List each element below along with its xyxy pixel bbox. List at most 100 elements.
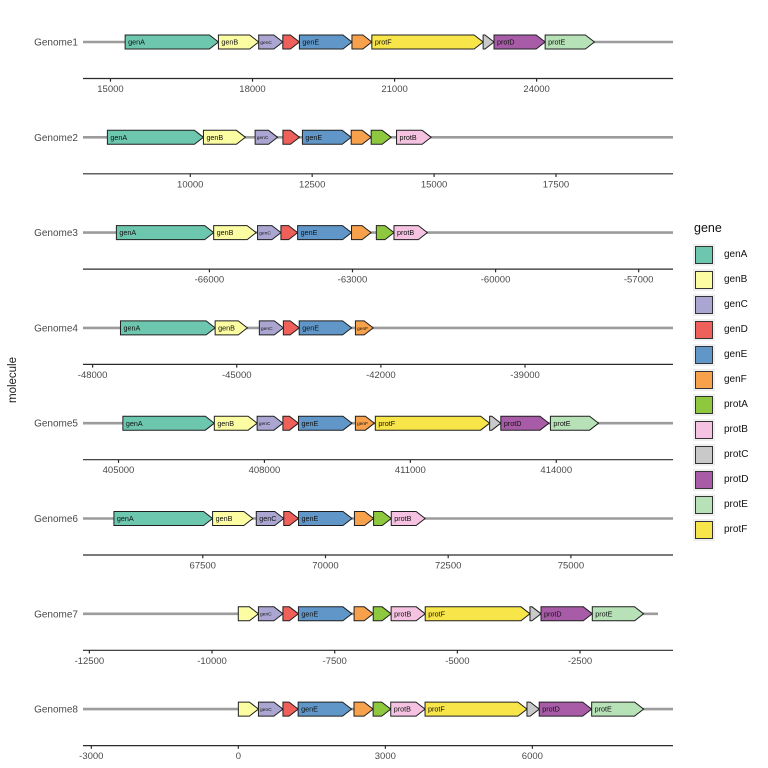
gene-arrow-genE bbox=[298, 34, 353, 50]
legend-entry-genA: genA bbox=[693, 242, 748, 267]
gene-arrow-protD bbox=[500, 415, 550, 431]
legend-label: genD bbox=[724, 324, 748, 335]
gene-label-genC: genC bbox=[259, 514, 276, 523]
gene-arrow-genC bbox=[255, 511, 285, 526]
facet-genome2: Genome2 genA genB genC genE protB 10000 12500 15… bbox=[34, 129, 673, 190]
legend-label: genF bbox=[724, 374, 747, 385]
legend-key bbox=[693, 243, 715, 266]
gene-label-protF: protF bbox=[428, 705, 445, 714]
gene-label-protE: protE bbox=[553, 419, 570, 428]
gene-arrow-genF bbox=[353, 606, 375, 622]
genome-label: Genome2 bbox=[34, 133, 78, 144]
legend-key bbox=[693, 343, 715, 366]
axis-tick-label: -10000 bbox=[197, 656, 227, 667]
legend-key bbox=[693, 468, 715, 491]
axis-tick-label: 24000 bbox=[523, 84, 549, 95]
axis-tick-label: 72500 bbox=[435, 561, 461, 572]
axis-tick-label: 6000 bbox=[522, 751, 543, 762]
gene-label-genE: genE bbox=[301, 228, 318, 237]
legend-swatch-protC bbox=[695, 445, 713, 464]
legend-swatch-protD bbox=[695, 470, 713, 489]
gene-label-protB: protB bbox=[397, 228, 414, 237]
gene-arrow-genA bbox=[106, 129, 205, 145]
gene-arrow-genD bbox=[282, 320, 301, 336]
gene-arrow-genA bbox=[113, 511, 214, 526]
genome-label: Genome6 bbox=[34, 514, 78, 525]
gene-label-protE: protE bbox=[595, 609, 612, 618]
axis-tick-label: 3000 bbox=[375, 751, 396, 762]
legend-key bbox=[693, 393, 715, 416]
gene-label-protD: protD bbox=[544, 609, 562, 618]
facet-genome3: Genome3 genA genB genC genE protB -66000 -63000… bbox=[34, 225, 673, 286]
gene-label-genA: genA bbox=[128, 38, 145, 47]
facet-genome1: Genome1 genA genB genC genE protF protD protE 15… bbox=[34, 34, 673, 95]
gene-arrow-protB bbox=[390, 606, 427, 622]
legend-entry-genB: genB bbox=[693, 267, 748, 292]
gene-arrow-genC bbox=[258, 34, 284, 50]
gene-label-genE: genE bbox=[305, 133, 322, 142]
gene-arrow-genC bbox=[258, 320, 285, 336]
legend-swatch-protF bbox=[695, 520, 713, 539]
legend-label: genB bbox=[724, 274, 748, 285]
gene-label-genE: genE bbox=[301, 705, 318, 714]
gene-arrow-protD bbox=[540, 606, 594, 622]
gene-arrow-genE bbox=[297, 606, 353, 622]
legend-entry-protC: protC bbox=[693, 442, 748, 467]
gene-arrow-protC bbox=[529, 606, 542, 622]
axis-tick-label: -66000 bbox=[195, 275, 225, 286]
legend-key bbox=[693, 268, 715, 291]
axis-tick-label: -57000 bbox=[624, 275, 654, 286]
gene-arrow-genD bbox=[282, 606, 300, 622]
legend-swatch-genF bbox=[695, 370, 713, 389]
genome-label: Genome5 bbox=[34, 419, 78, 430]
legend-label: protC bbox=[724, 449, 749, 460]
gene-arrow-genD bbox=[282, 34, 301, 50]
gene-arrow-genD bbox=[282, 701, 299, 717]
gene-label-genB: genB bbox=[216, 514, 233, 523]
gene-label-genF: genF bbox=[357, 326, 368, 332]
gene-label-protD: protD bbox=[542, 705, 560, 714]
facet-genome8: Genome8 genC genE protB protF protD protE -3000… bbox=[34, 701, 673, 762]
gene-label-genC: genC bbox=[260, 612, 272, 618]
facet-genome5: Genome5 genA genB genC genE genF protF protD pro… bbox=[34, 415, 673, 476]
gene-arrow-genF bbox=[351, 225, 372, 241]
axis-tick-label: -3000 bbox=[79, 751, 103, 762]
gene-arrow-protB bbox=[396, 129, 432, 145]
gene-arrow-protA bbox=[375, 225, 395, 241]
gene-label-genB: genB bbox=[221, 38, 238, 47]
axis-tick-label: 408000 bbox=[249, 465, 281, 476]
gene-arrow-genE bbox=[297, 225, 353, 241]
legend-swatch-protE bbox=[695, 495, 713, 514]
gene-arrow-genA bbox=[115, 225, 215, 241]
gene-arrow-genF bbox=[354, 415, 376, 431]
legend-label: protE bbox=[724, 499, 748, 510]
gene-arrow-protB bbox=[390, 701, 426, 717]
axis-tick-label: 70000 bbox=[312, 561, 338, 572]
gene-arrow-protF bbox=[374, 415, 491, 431]
gene-label-genA: genA bbox=[110, 133, 127, 142]
gene-arrow-genF bbox=[353, 701, 374, 717]
legend-label: protF bbox=[724, 524, 748, 535]
gene-arrow-genD bbox=[283, 511, 300, 526]
y-axis-title: molecule bbox=[7, 356, 19, 404]
gene-arrow-genB bbox=[202, 129, 247, 145]
legend-key bbox=[693, 493, 715, 516]
legend-key bbox=[693, 293, 715, 316]
gene-label-protD: protD bbox=[497, 38, 515, 47]
gene-arrow-protB bbox=[390, 511, 426, 526]
gene-arrow-genE bbox=[298, 320, 353, 336]
facet-genome4: Genome4 genA genB genC genE genF -48000 -45000 -… bbox=[34, 320, 673, 381]
gene-arrow-genC bbox=[257, 225, 282, 241]
gene-label-genC: genC bbox=[259, 421, 271, 427]
axis-tick-label: -45000 bbox=[222, 370, 252, 381]
axis-tick-label: 414000 bbox=[540, 465, 572, 476]
axis-tick-label: 15000 bbox=[421, 179, 447, 190]
legend-label: protD bbox=[724, 474, 749, 485]
legend-key bbox=[693, 368, 715, 391]
gene-arrow-genB bbox=[212, 511, 254, 526]
legend-swatch-protB bbox=[695, 420, 713, 439]
gene-arrow-protA bbox=[370, 129, 392, 145]
legend-key bbox=[693, 443, 715, 466]
